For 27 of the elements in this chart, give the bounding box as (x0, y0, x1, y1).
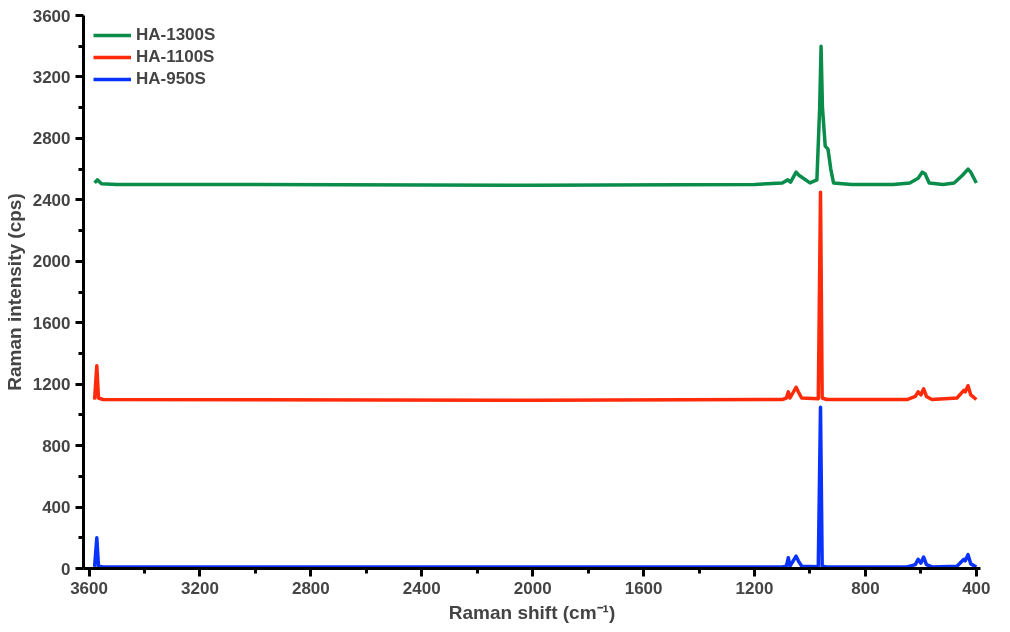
line-series (92, 405, 979, 569)
x-tick-label: 1600 (624, 578, 663, 598)
y-tick-label: 2000 (32, 252, 71, 272)
x-tick-label: 1200 (735, 578, 774, 598)
x-tick-label: 3200 (181, 578, 219, 598)
x-tick-label: 2400 (402, 578, 441, 598)
y-tick-label: 3600 (32, 6, 71, 26)
y-tick-label: 3200 (32, 67, 71, 87)
y-tick-label: 800 (42, 436, 71, 456)
x-tick-label: 3600 (70, 578, 108, 598)
y-tick-label: 2800 (32, 129, 71, 149)
y-tick-label: 1600 (32, 313, 71, 333)
line-series (92, 190, 979, 403)
legend-label: HA-1300S (136, 25, 216, 45)
legend-label: HA-1100S (136, 47, 215, 67)
y-tick-label: 0 (61, 559, 71, 579)
y-tick-label: 1200 (32, 375, 71, 395)
x-axis-title: Raman shift (cm⁻¹) (448, 601, 616, 623)
legend-label: HA-950S (136, 69, 206, 89)
x-tick-label: 2800 (291, 578, 330, 598)
y-axis-title: Raman intensity (cps) (3, 193, 25, 391)
x-tick-label: 2000 (513, 578, 552, 598)
line-series (92, 44, 979, 187)
x-tick-label: 400 (962, 578, 991, 598)
y-tick-label: 400 (42, 498, 71, 518)
x-tick-label: 800 (851, 578, 880, 598)
y-tick-label: 2400 (32, 190, 71, 210)
